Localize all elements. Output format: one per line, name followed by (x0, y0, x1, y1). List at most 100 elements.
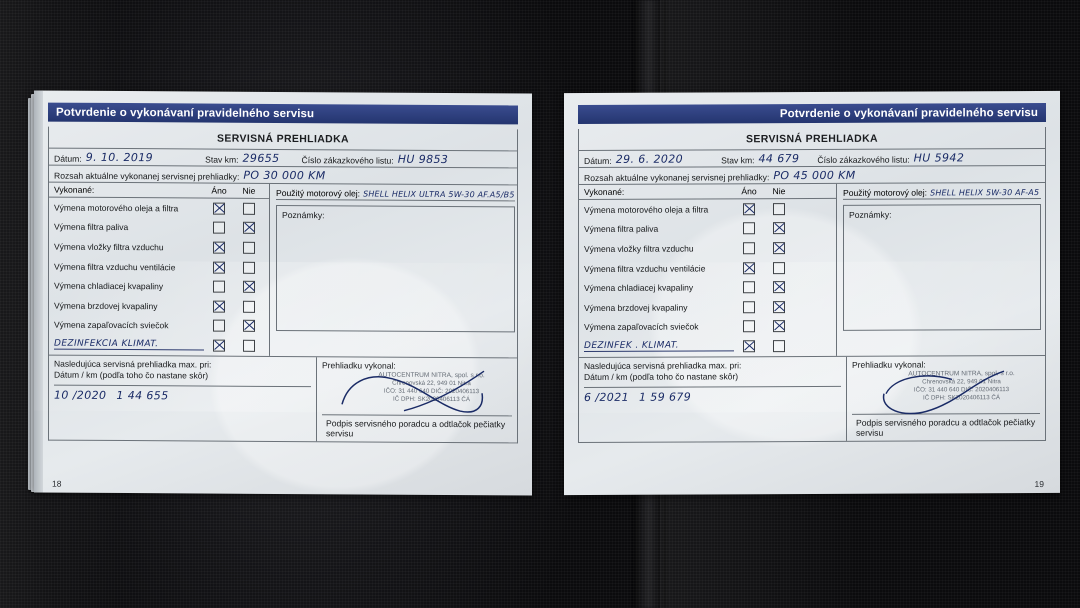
checkbox-nie[interactable] (243, 222, 255, 235)
checklist-label: Výmena filtra vzduchu ventilácie (54, 261, 176, 272)
value-rozsah[interactable]: PO 45 000 KM (773, 168, 856, 183)
next-service-left: Nasledujúca servisná prehliadka max. pri… (49, 355, 317, 441)
value-stav-km[interactable]: 44 679 (758, 152, 800, 166)
value-next-km[interactable]: 1 59 679 (639, 390, 692, 404)
checklist-label: Výmena filtra vzduchu ventilácie (584, 263, 706, 274)
checkbox-ano[interactable] (213, 221, 225, 235)
stamp-line-4: IČ DPH: SK2020406113 ČÁ (393, 395, 470, 403)
value-next-km[interactable]: 1 44 655 (116, 388, 169, 403)
checkbox-nie[interactable] (243, 320, 255, 333)
checkbox-nie[interactable] (243, 339, 255, 352)
checklist-row: Výmena motorového oleja a filtra (49, 198, 269, 219)
label-vykonane: Vykonané: (54, 184, 95, 195)
value-stav-km[interactable]: 29655 (242, 151, 280, 165)
checkbox-ano[interactable] (213, 261, 225, 274)
value-datum[interactable]: 29. 6. 2020 (615, 152, 684, 166)
value-cislo-listu[interactable]: HU 9853 (397, 152, 449, 167)
checkbox-nie[interactable] (773, 320, 785, 333)
checkbox-ano[interactable] (743, 340, 755, 353)
value-next-date[interactable]: 6 /2021 (584, 390, 629, 404)
label-rozsah: Rozsah aktuálne vykonanej servisnej preh… (54, 170, 240, 182)
checklist-row: Výmena brzdovej kvapaliny (579, 297, 836, 318)
checkbox-ano[interactable] (743, 261, 755, 274)
section-title: SERVISNÁ PREHLIADKA (49, 126, 517, 152)
label-vykonane: Vykonané: (584, 186, 625, 197)
notes-col-left: Použitý motorový olej: SHELL HELIX ULTRA… (270, 184, 519, 357)
custom-item-label[interactable]: DEZINFEKCIA KLIMAT. (54, 339, 204, 351)
checkbox-nie[interactable] (243, 241, 255, 254)
next-service-line2: Dátum / km (podľa toho čo nastane skôr) (54, 369, 209, 381)
checklist-row: Výmena zapaľovacích sviečok (49, 315, 269, 336)
checkbox-ano[interactable] (743, 320, 755, 333)
signature-note: Podpis servisného poradcu a odtlačok peč… (852, 412, 1040, 441)
checkbox-ano[interactable] (213, 339, 225, 352)
checklist-label: Výmena motorového oleja a filtra (584, 204, 709, 215)
label-ano: Áno (741, 186, 757, 197)
row-date-km-order: Dátum: 29. 6. 2020 Stav km: 44 679 Číslo… (579, 148, 1045, 169)
checklist-row: Výmena brzdovej kvapaliny (49, 296, 269, 317)
performed-by-right: Prehliadku vykonal: AUTOCENTRUM NITRA, s… (847, 356, 1045, 441)
next-service-right: Nasledujúca servisná prehliadka max. pri… (579, 356, 847, 442)
checkbox-nie[interactable] (243, 300, 255, 313)
value-datum[interactable]: 9. 10. 2019 (85, 150, 154, 165)
label-stav-km: Stav km: (721, 155, 755, 166)
checkbox-nie[interactable] (773, 242, 785, 255)
oil-line: Použitý motorový olej: SHELL HELIX 5W-30… (843, 187, 1041, 200)
checkbox-nie[interactable] (773, 281, 785, 294)
value-rozsah[interactable]: PO 30 000 KM (243, 168, 326, 183)
label-datum: Dátum: (54, 153, 82, 164)
checkbox-ano[interactable] (213, 280, 225, 293)
checklist-label: Výmena vložky filtra vzduchu (54, 241, 164, 253)
page-banner-left: Potvrdenie o vykonávaní pravidelného ser… (48, 102, 518, 125)
notes-box[interactable]: Poznámky: (276, 204, 515, 333)
service-stamp: AUTOCENTRUM NITRA, spol. s r.o. Chrenovs… (874, 370, 1049, 403)
label-ano: Áno (211, 185, 227, 196)
checkbox-ano[interactable] (743, 281, 755, 294)
checkbox-ano[interactable] (213, 202, 225, 215)
service-record-right: SERVISNÁ PREHLIADKA Dátum: 29. 6. 2020 S… (578, 126, 1046, 443)
checklist-label: Výmena brzdovej kvapaliny (54, 300, 158, 311)
checkbox-nie[interactable] (243, 280, 255, 294)
checklist-row: Výmena filtra paliva (49, 217, 269, 238)
value-olej[interactable]: SHELL HELIX ULTRA 5W-30 AF.A5/B5 (363, 189, 515, 200)
checkbox-nie[interactable] (243, 202, 255, 215)
checklist-row: Výmena filtra vzduchu ventilácie (49, 256, 269, 277)
label-rozsah: Rozsah aktuálne vykonanej servisnej preh… (584, 172, 770, 183)
checkbox-ano[interactable] (213, 241, 225, 254)
notes-box[interactable]: Poznámky: (843, 204, 1041, 331)
right-page[interactable]: Potvrdenie o vykonávaní pravidelného ser… (564, 90, 1060, 496)
checklist-label: Výmena brzdovej kvapaliny (584, 302, 688, 313)
checkbox-ano[interactable] (743, 203, 755, 216)
next-service-line2: Dátum / km (podľa toho čo nastane skôr) (584, 371, 739, 383)
checklist-row-custom: DEZINFEKCIA KLIMAT. (49, 335, 269, 356)
label-datum: Dátum: (584, 155, 612, 166)
checklist-left: Vykonané: Áno Nie Výmena motorového olej… (49, 182, 270, 356)
checkbox-ano[interactable] (743, 301, 755, 314)
value-cislo-listu[interactable]: HU 5942 (913, 151, 965, 165)
service-stamp: AUTOCENTRUM NITRA, spol. s r.o. Chrenovs… (344, 371, 519, 404)
custom-item-label[interactable]: DEZINFEK . KLIMAT. (584, 340, 734, 353)
checkbox-nie[interactable] (773, 340, 785, 353)
checklist-row: Výmena chladiacej kvapaliny (579, 277, 836, 298)
checklist-right: Vykonané: Áno Nie Výmena motorového olej… (579, 183, 837, 357)
checkbox-nie[interactable] (243, 261, 255, 274)
checkbox-ano[interactable] (213, 319, 225, 333)
label-cislo-listu: Číslo zákazkového listu: (817, 154, 910, 165)
checkbox-ano[interactable] (213, 300, 225, 313)
checkbox-nie[interactable] (773, 222, 785, 235)
checkbox-nie[interactable] (773, 202, 785, 215)
service-booklet: Potvrdenie o vykonávaní pravidelného ser… (28, 90, 1060, 496)
checkbox-ano[interactable] (743, 222, 755, 235)
checkbox-nie[interactable] (773, 261, 785, 274)
service-record-left: SERVISNÁ PREHLIADKA Dátum: 9. 10. 2019 S… (48, 126, 519, 444)
checkbox-ano[interactable] (743, 242, 755, 255)
value-next-date[interactable]: 10 /2020 (54, 388, 107, 402)
checklist-header: Vykonané: Áno Nie (49, 182, 269, 199)
left-page[interactable]: Potvrdenie o vykonávaní pravidelného ser… (34, 90, 532, 496)
value-olej[interactable]: SHELL HELIX 5W-30 AF-A5 (930, 188, 1040, 198)
checkbox-nie[interactable] (773, 300, 785, 313)
page-banner-right: Potvrdenie o vykonávaní pravidelného ser… (578, 102, 1046, 125)
label-stav-km: Stav km: (205, 154, 239, 165)
signature-note: Podpis servisného poradcu a odtlačok peč… (322, 413, 512, 443)
checklist-row: Výmena vložky filtra vzduchu (579, 238, 836, 259)
